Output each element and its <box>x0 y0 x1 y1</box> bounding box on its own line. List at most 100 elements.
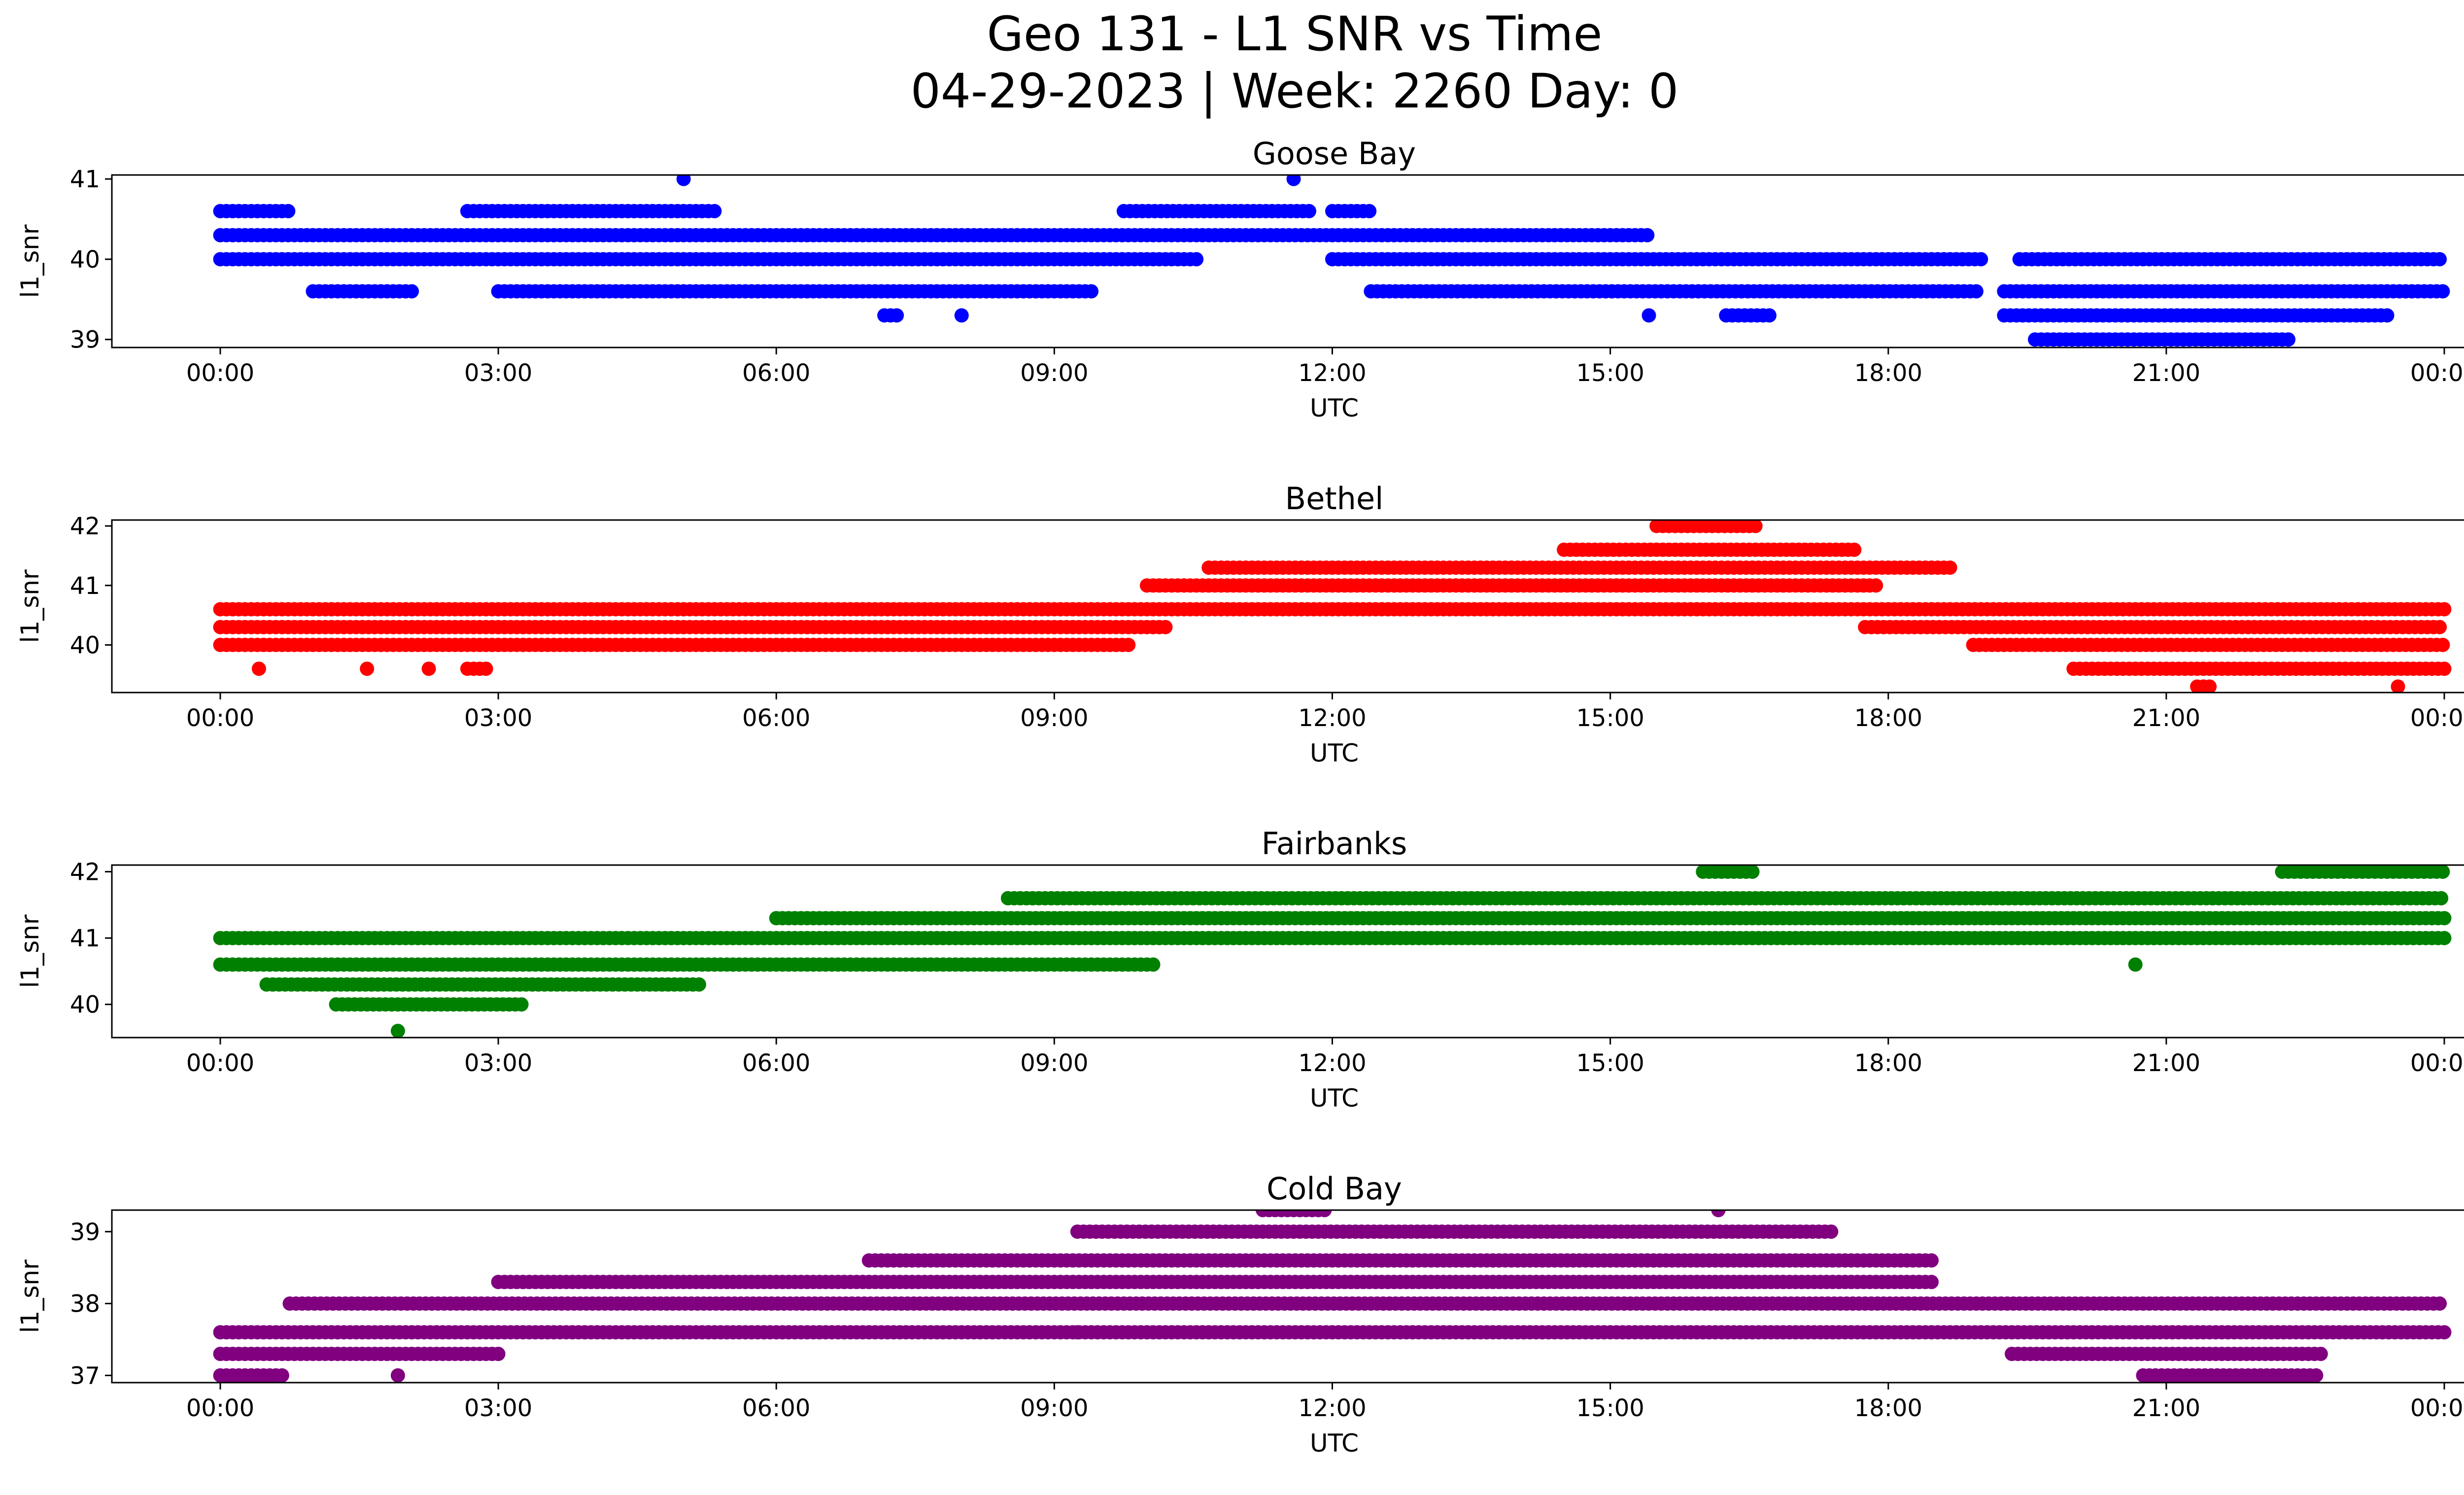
x-tick-label: 03:00 <box>464 704 532 732</box>
data-point <box>390 1024 405 1038</box>
data-point <box>2313 1347 2328 1361</box>
data-point <box>1070 1325 1085 1340</box>
axes-frame <box>111 1209 2464 1384</box>
data-point <box>1146 957 1161 972</box>
data-point <box>1158 620 1173 634</box>
data-point <box>1943 560 1957 575</box>
x-tick-label: 03:00 <box>464 1049 532 1077</box>
data-point <box>479 661 493 676</box>
data-point <box>2437 931 2452 945</box>
y-tick-label: 41 <box>70 166 100 193</box>
data-point <box>405 284 419 299</box>
x-tick-label: 06:00 <box>742 704 810 732</box>
x-tick-label: 09:00 <box>1020 1049 1088 1077</box>
y-tick-label: 41 <box>70 925 100 952</box>
data-point <box>1924 1275 1939 1289</box>
x-tick-label: 18:00 <box>1854 704 1922 732</box>
x-tick-label: 06:00 <box>742 1394 810 1422</box>
data-point <box>2437 1325 2452 1340</box>
data-point <box>1824 1224 1839 1239</box>
data-point <box>890 308 904 323</box>
data-point <box>2391 679 2405 693</box>
data-point <box>2437 602 2452 617</box>
y-tick-label: 37 <box>70 1362 100 1390</box>
data-point <box>692 977 706 992</box>
data-point <box>1969 284 1984 299</box>
data-point <box>676 175 691 186</box>
data-point <box>1189 252 1204 267</box>
data-point <box>514 997 529 1012</box>
data-point <box>421 661 436 676</box>
x-tick-label: 15:00 <box>1576 1049 1644 1077</box>
data-point <box>2309 1368 2324 1383</box>
x-tick-label: 12:00 <box>1298 359 1366 387</box>
data-point <box>2437 911 2452 926</box>
data-point <box>491 1347 506 1361</box>
y-tick-label: 40 <box>70 631 100 659</box>
x-axis-label: UTC <box>1310 1084 1359 1113</box>
data-point <box>2435 284 2450 299</box>
x-axis-label: UTC <box>1310 1429 1359 1458</box>
y-axis-label: l1_snr <box>16 224 44 298</box>
panel-title: Cold Bay <box>1266 1171 1402 1207</box>
x-tick-label: 06:00 <box>742 1049 810 1077</box>
data-point <box>1286 175 1301 186</box>
y-tick-label: 38 <box>70 1290 100 1318</box>
y-tick-label: 40 <box>70 991 100 1019</box>
x-tick-label: 21:00 <box>2132 359 2200 387</box>
data-point <box>1974 252 1988 267</box>
data-point <box>2432 1296 2447 1311</box>
y-tick-label: 41 <box>70 572 100 600</box>
x-tick-label: 15:00 <box>1576 704 1644 732</box>
figure-title-line2: 04-29-2023 | Week: 2260 Day: 0 <box>911 64 1679 119</box>
x-tick-label: 21:00 <box>2132 1049 2200 1077</box>
x-tick-label: 21:00 <box>2132 1394 2200 1422</box>
x-tick-label: 18:00 <box>1854 1049 1922 1077</box>
x-tick-label: 00:00 <box>186 359 254 387</box>
data-point <box>1121 637 1136 652</box>
data-point <box>1362 204 1377 218</box>
data-point <box>1762 308 1777 323</box>
x-tick-label: 09:00 <box>1020 359 1088 387</box>
y-axis-label: l1_snr <box>16 914 44 988</box>
data-point <box>2432 620 2447 634</box>
y-tick-label: 42 <box>70 858 100 886</box>
x-tick-label: 12:00 <box>1298 704 1366 732</box>
scatter-series <box>213 175 2450 347</box>
data-point <box>2435 865 2450 879</box>
data-point <box>360 661 375 676</box>
x-tick-label: 18:00 <box>1854 1394 1922 1422</box>
x-tick-label: 00:00 <box>2410 704 2464 732</box>
x-tick-label: 00:00 <box>186 1049 254 1077</box>
x-tick-label: 03:00 <box>464 1394 532 1422</box>
x-tick-label: 09:00 <box>1020 704 1088 732</box>
scatter-series <box>213 520 2452 693</box>
x-tick-label: 18:00 <box>1854 359 1922 387</box>
x-tick-label: 15:00 <box>1576 1394 1644 1422</box>
data-point <box>1640 228 1655 243</box>
data-point <box>2434 891 2449 905</box>
data-point <box>1642 308 1656 323</box>
panel-title: Fairbanks <box>1262 826 1407 862</box>
y-tick-label: 39 <box>70 1218 100 1246</box>
x-tick-label: 09:00 <box>1020 1394 1088 1422</box>
data-point <box>281 204 296 218</box>
x-axis-label: UTC <box>1310 394 1359 422</box>
axes-frame <box>111 864 2464 1039</box>
data-point <box>1847 542 1862 557</box>
data-point <box>2432 252 2447 267</box>
data-point <box>1711 1210 1726 1217</box>
y-tick-label: 39 <box>70 326 100 354</box>
data-point <box>2281 332 2295 347</box>
data-point <box>1302 204 1316 218</box>
x-tick-label: 00:00 <box>186 1394 254 1422</box>
x-tick-label: 03:00 <box>464 359 532 387</box>
data-point <box>1869 578 1883 593</box>
data-point <box>251 661 266 676</box>
panel-title: Bethel <box>1285 481 1384 517</box>
data-point <box>1745 865 1760 879</box>
